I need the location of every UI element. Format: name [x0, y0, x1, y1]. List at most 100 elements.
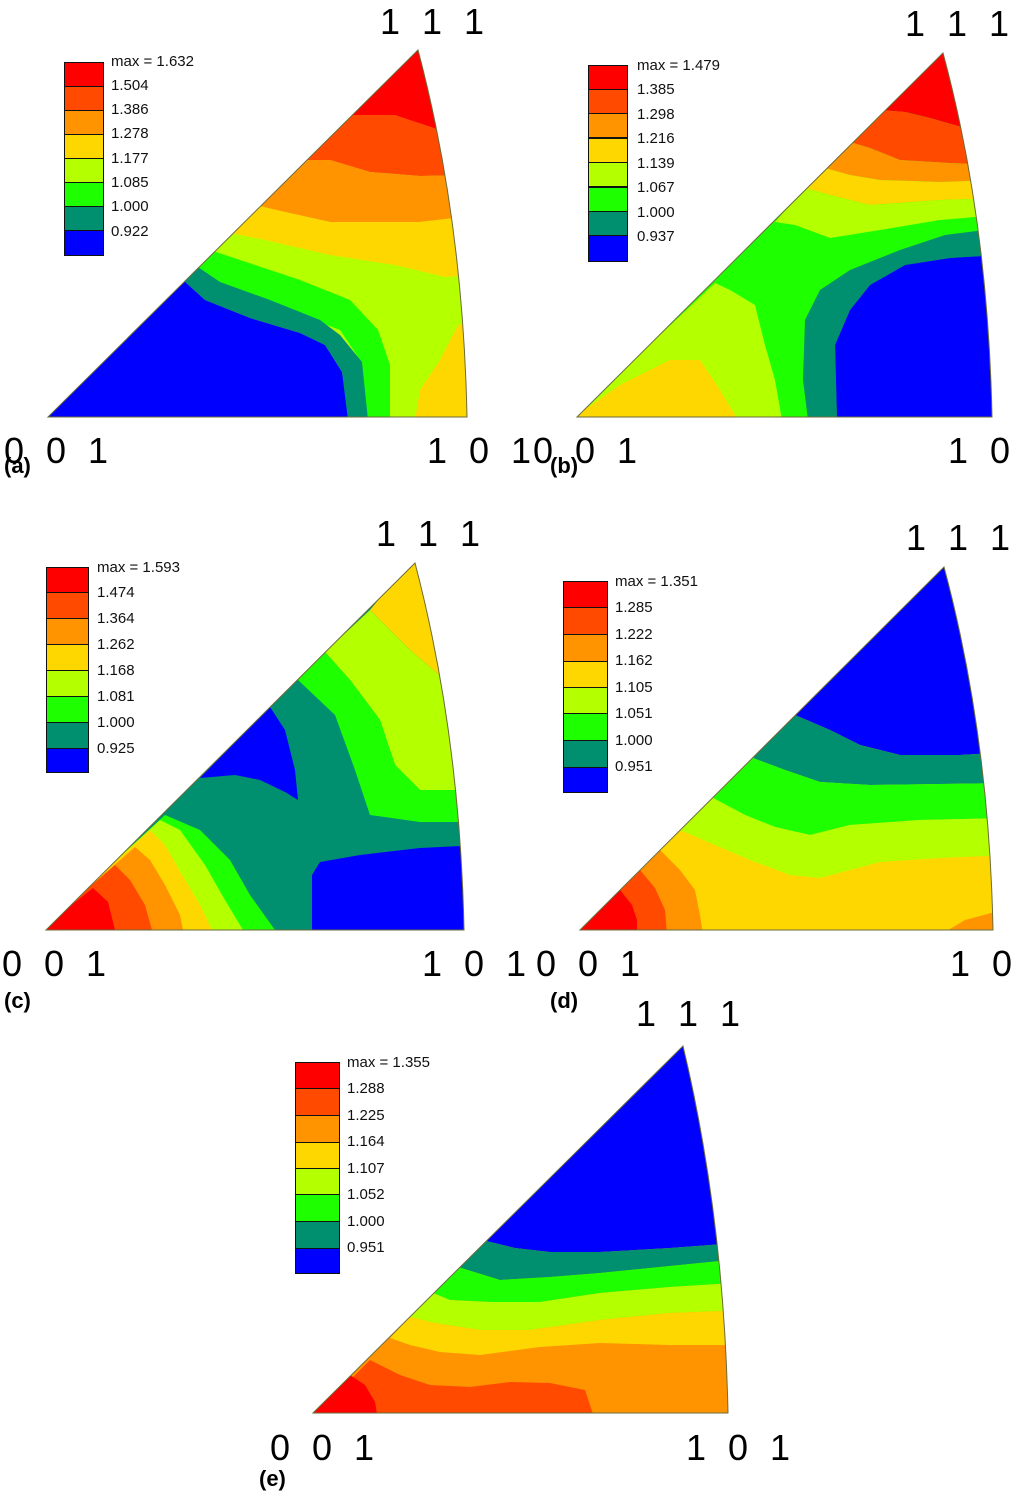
- legend-level: 1.051: [615, 705, 653, 722]
- legend-swatch-yellow: [563, 661, 608, 688]
- legend-max-label: max = 1.632: [111, 53, 194, 70]
- legend-level: 1.385: [637, 81, 675, 98]
- legend-max-label: max = 1.479: [637, 57, 720, 74]
- legend-level: 1.105: [615, 679, 653, 696]
- pole-figure-d: [578, 566, 994, 931]
- legend-swatch-teal: [64, 206, 104, 231]
- panel-a: 1 1 1 0 0 1 1 0 1 (a) max = 1.632 1.504 …: [0, 0, 531, 490]
- legend-swatch-green: [563, 713, 608, 741]
- legend-level: 0.925: [97, 740, 135, 757]
- legend-swatch-yellow-green: [588, 162, 628, 187]
- color-legend: max = 1.593 1.474 1.364 1.262 1.168 1.08…: [46, 560, 196, 777]
- legend-level: 1.222: [615, 626, 653, 643]
- color-legend: max = 1.351 1.285 1.222 1.162 1.105 1.05…: [563, 574, 713, 796]
- corner-label-101: 1 0 1: [427, 430, 538, 471]
- legend-swatch-orange: [64, 110, 104, 135]
- panel-tag: (e): [259, 1466, 286, 1491]
- legend-swatch-yellow-green: [563, 687, 608, 714]
- legend-level: 1.216: [637, 130, 675, 147]
- legend-swatch-yellow-green: [46, 670, 89, 697]
- panel-tag: (d): [550, 988, 579, 1013]
- corner-label-111: 1 1 1: [376, 513, 487, 554]
- legend-swatch-teal: [46, 722, 89, 749]
- legend-level: 1.177: [111, 150, 149, 167]
- corner-label-101: 1 0 1: [686, 1427, 797, 1468]
- panel-e: 1 1 1 0 0 1 1 0 1 (e) max = 1.355 1.288 …: [250, 990, 790, 1496]
- legend-level: 0.922: [111, 223, 149, 240]
- legend-level: 1.052: [347, 1186, 385, 1203]
- panel-tag: (b): [550, 453, 579, 478]
- corner-label-111: 1 1 1: [906, 517, 1017, 558]
- corner-label-001: 0 0 1: [536, 943, 647, 984]
- legend-level: 0.937: [637, 228, 675, 245]
- legend-swatch-yellow-green: [64, 158, 104, 183]
- legend-swatch-orange: [588, 113, 628, 138]
- panel-tag: (a): [4, 453, 31, 478]
- color-legend: max = 1.632 1.504 1.386 1.278 1.177 1.08…: [64, 54, 214, 262]
- corner-label-001: 0 0 1: [270, 1427, 381, 1468]
- legend-level: 1.000: [637, 204, 675, 221]
- legend-swatch-green: [46, 696, 89, 723]
- legend-level: 1.085: [111, 174, 149, 191]
- legend-swatch-yellow-green: [295, 1168, 340, 1195]
- legend-level: 1.168: [97, 662, 135, 679]
- legend-level: 1.139: [637, 155, 675, 172]
- pole-figure-e: [311, 1045, 729, 1414]
- legend-level: 1.162: [615, 652, 653, 669]
- legend-level: 1.081: [97, 688, 135, 705]
- legend-swatch-red: [563, 581, 608, 608]
- legend-level: 1.107: [347, 1160, 385, 1177]
- legend-swatch-green: [588, 187, 628, 212]
- legend-swatch-orange: [46, 618, 89, 645]
- legend-swatch-red-orange: [295, 1088, 340, 1116]
- legend-swatch-red-orange: [64, 86, 104, 111]
- legend-swatch-red-orange: [46, 592, 89, 619]
- legend-swatch-green: [64, 182, 104, 207]
- legend-swatch-red: [64, 62, 104, 87]
- legend-swatch-blue: [588, 235, 628, 262]
- legend-swatch-teal: [295, 1221, 340, 1249]
- pole-figure-a: [46, 49, 468, 418]
- legend-level: 1.262: [97, 636, 135, 653]
- legend-swatch-blue: [46, 748, 89, 773]
- legend-level: 1.164: [347, 1133, 385, 1150]
- panel-d: 1 1 1 0 0 1 1 0 1 (d) max = 1.351 1.285 …: [520, 500, 1033, 1020]
- legend-swatch-yellow: [588, 138, 628, 163]
- legend-swatch-orange: [563, 634, 608, 662]
- legend-swatch-red: [295, 1062, 340, 1089]
- color-legend: max = 1.355 1.288 1.225 1.164 1.107 1.05…: [295, 1055, 445, 1277]
- legend-swatch-red-orange: [563, 607, 608, 635]
- panel-b: 1 1 1 0 0 1 1 0 1 (b) max = 1.479 1.385 …: [520, 0, 1033, 490]
- panel-tag: (c): [4, 988, 31, 1013]
- corner-label-111: 1 1 1: [636, 993, 747, 1034]
- legend-level: 1.364: [97, 610, 135, 627]
- legend-level: 1.278: [111, 125, 149, 142]
- corner-label-111: 1 1 1: [905, 3, 1016, 44]
- legend-level: 1.225: [347, 1107, 385, 1124]
- legend-level: 1.000: [615, 732, 653, 749]
- corner-label-001: 0 0 1: [533, 430, 644, 471]
- legend-swatch-green: [295, 1194, 340, 1222]
- legend-swatch-red: [588, 65, 628, 90]
- legend-max-label: max = 1.351: [615, 573, 698, 590]
- legend-swatch-teal: [588, 211, 628, 236]
- corner-label-001: 0 0 1: [4, 430, 115, 471]
- legend-level: 1.474: [97, 584, 135, 601]
- legend-level: 1.288: [347, 1080, 385, 1097]
- corner-label-101: 1 0 1: [422, 943, 533, 984]
- corner-label-001: 0 0 1: [2, 943, 113, 984]
- legend-level: 1.067: [637, 179, 675, 196]
- legend-swatch-yellow: [295, 1142, 340, 1169]
- legend-swatch-blue: [295, 1248, 340, 1274]
- legend-level: 0.951: [347, 1239, 385, 1256]
- legend-level: 0.951: [615, 758, 653, 775]
- legend-level: 1.386: [111, 101, 149, 118]
- corner-label-101: 1 0 1: [950, 943, 1033, 984]
- pole-figure-b: [575, 52, 993, 418]
- color-legend: max = 1.479 1.385 1.298 1.216 1.139 1.06…: [588, 58, 738, 265]
- corner-label-101: 1 0 1: [948, 430, 1033, 471]
- legend-swatch-teal: [563, 740, 608, 768]
- legend-swatch-blue: [563, 767, 608, 793]
- pole-figure-c: [44, 562, 465, 931]
- legend-swatch-red: [46, 567, 89, 593]
